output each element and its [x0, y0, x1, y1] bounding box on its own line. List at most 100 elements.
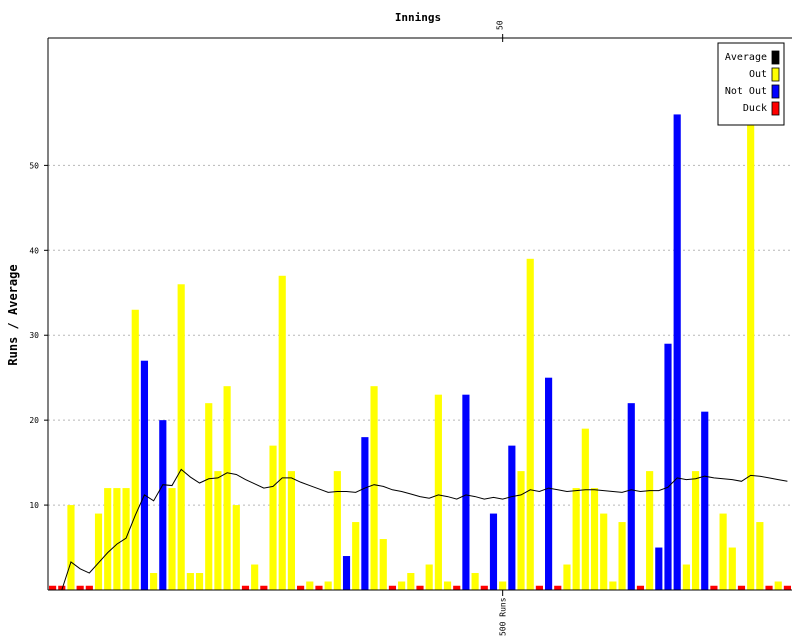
- bar-out: [682, 564, 690, 590]
- bar-out: [581, 428, 589, 590]
- bar-out: [425, 564, 433, 590]
- bar-notout: [489, 513, 498, 590]
- bar-out: [646, 471, 654, 590]
- runs-marker-label: 500 Runs: [499, 597, 508, 636]
- axes: 50 500 Runs: [47, 20, 792, 636]
- bar-notout: [462, 394, 470, 590]
- bar-out: [131, 309, 139, 590]
- bar-duck: [636, 585, 645, 590]
- y-axis-label: Runs / Average: [6, 264, 20, 365]
- bar-duck: [58, 585, 66, 590]
- bar-duck: [453, 585, 461, 590]
- y-tick-label: 10: [29, 501, 39, 510]
- chart-title: Innings: [395, 11, 441, 24]
- bar-out: [691, 471, 700, 590]
- bar-notout: [361, 437, 369, 590]
- bar-out: [168, 488, 176, 590]
- bar-out: [67, 505, 75, 590]
- bar-out: [251, 564, 259, 590]
- bar-notout: [664, 343, 672, 590]
- bar-duck: [388, 585, 397, 590]
- legend-label: Not Out: [725, 86, 767, 97]
- bar-notout: [627, 403, 635, 590]
- average-line: [52, 468, 788, 591]
- bar-out: [563, 564, 571, 590]
- bars: [49, 114, 791, 591]
- legend-label: Duck: [743, 103, 767, 114]
- bar-out: [379, 539, 387, 590]
- bar-out: [104, 488, 112, 590]
- bar-notout: [508, 445, 516, 590]
- bar-out: [287, 471, 295, 590]
- bar-out: [370, 386, 378, 590]
- bar-notout: [159, 420, 167, 590]
- bar-out: [517, 471, 525, 590]
- bar-out: [434, 394, 442, 590]
- bar-out: [352, 522, 360, 590]
- bar-duck: [315, 585, 323, 590]
- bar-duck: [765, 585, 773, 590]
- bar-out: [618, 522, 626, 590]
- top-tick-label: 50: [496, 20, 505, 30]
- bar-duck: [416, 585, 424, 590]
- y-tick-label: 20: [29, 416, 39, 425]
- bar-out: [747, 122, 755, 591]
- legend-swatch: [771, 84, 780, 99]
- bar-duck: [85, 585, 93, 590]
- bar-out: [150, 573, 158, 590]
- bar-notout: [545, 377, 553, 590]
- bar-out: [590, 488, 599, 590]
- bar-out: [324, 581, 332, 590]
- bar-duck: [76, 585, 84, 590]
- legend-swatch: [771, 67, 780, 82]
- bar-notout: [342, 556, 351, 590]
- bar-out: [333, 471, 341, 590]
- bar-notout: [673, 114, 681, 591]
- bar-duck: [737, 585, 746, 590]
- bar-out: [572, 488, 580, 590]
- bar-out: [186, 573, 194, 590]
- bar-out: [398, 581, 406, 590]
- bar-duck: [241, 585, 250, 590]
- legend-label: Out: [749, 69, 767, 80]
- bar-notout: [655, 547, 663, 590]
- bar-duck: [710, 585, 718, 590]
- legend-label: Average: [725, 52, 767, 63]
- legend-swatch: [771, 50, 780, 65]
- bar-out: [728, 547, 736, 590]
- bar-out: [122, 488, 130, 590]
- bar-duck: [783, 585, 791, 590]
- bar-out: [471, 573, 479, 590]
- bar-out: [306, 581, 314, 590]
- bar-duck: [535, 585, 543, 590]
- bar-out: [177, 284, 185, 590]
- bar-out: [205, 403, 213, 590]
- bar-out: [214, 471, 222, 590]
- bar-duck: [297, 585, 305, 590]
- legend: Average Out Not Out Duck: [717, 42, 785, 126]
- bar-duck: [49, 585, 57, 590]
- bar-out: [609, 581, 617, 590]
- bar-out: [443, 581, 452, 590]
- bar-out: [407, 573, 415, 590]
- bar-out: [526, 258, 534, 590]
- bar-notout: [140, 360, 149, 590]
- bar-out: [756, 522, 764, 590]
- bar-out: [278, 275, 286, 590]
- bar-out: [269, 445, 277, 590]
- bar-out: [113, 488, 121, 590]
- bar-out: [232, 505, 240, 590]
- bar-out: [195, 573, 204, 590]
- legend-swatch: [771, 101, 780, 116]
- bar-out: [774, 581, 782, 590]
- y-tick-label: 40: [29, 246, 39, 255]
- bar-duck: [554, 585, 562, 590]
- bar-duck: [480, 585, 488, 590]
- bar-out: [499, 581, 507, 590]
- bar-out: [94, 513, 103, 590]
- bar-out: [600, 513, 608, 590]
- bar-duck: [260, 585, 268, 590]
- bar-out: [223, 386, 231, 590]
- bar-out: [719, 513, 727, 590]
